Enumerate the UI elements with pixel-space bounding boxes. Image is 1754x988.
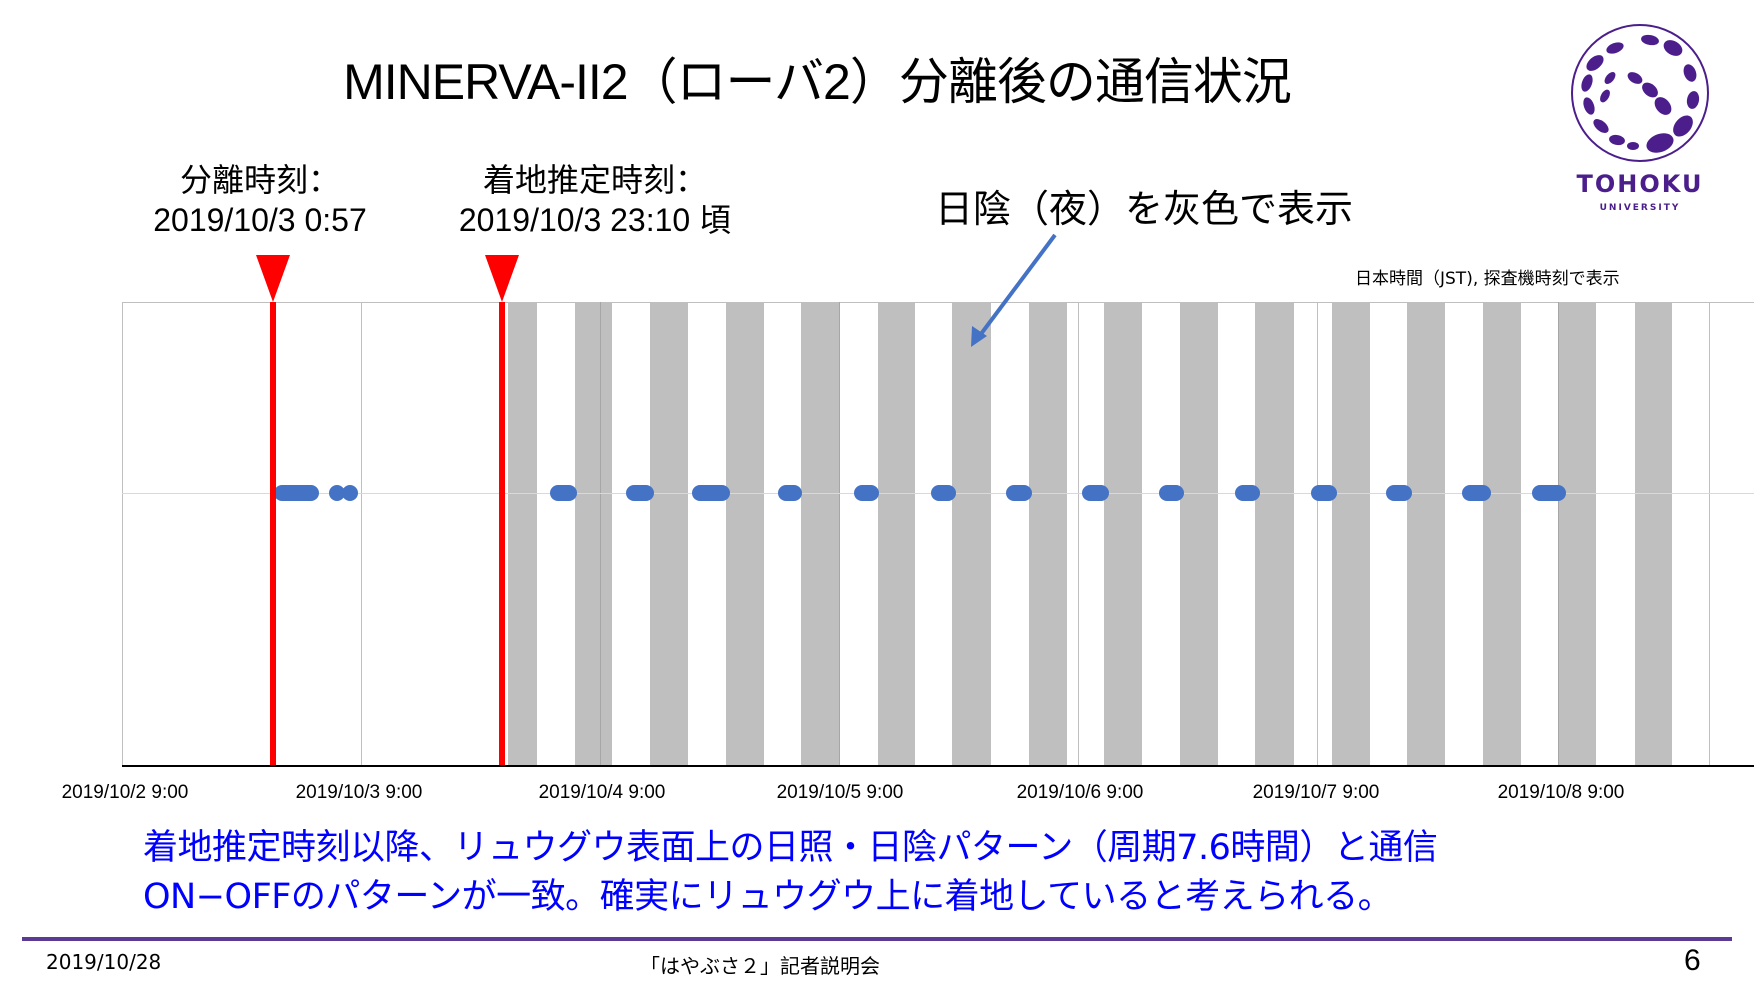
night-band <box>1180 303 1218 765</box>
timezone-note: 日本時間（JST), 探査機時刻で表示 <box>1355 269 1620 289</box>
gridline-vertical <box>600 302 601 766</box>
x-tick-label: 2019/10/4 9:00 <box>538 782 666 803</box>
separation-time: 2019/10/3 0:57 <box>153 202 367 238</box>
data-point-cluster <box>1462 485 1491 501</box>
night-band <box>1029 303 1067 765</box>
gridline-vertical <box>361 302 362 766</box>
gridline-vertical <box>839 302 840 766</box>
x-tick-label: 2019/10/2 9:00 <box>61 782 189 803</box>
night-band <box>726 303 764 765</box>
night-band <box>878 303 915 765</box>
night-band <box>650 303 688 765</box>
footer-event: 「はやぶさ２」記者説明会 <box>640 954 880 978</box>
night-band <box>1635 303 1672 765</box>
data-point-cluster <box>274 485 319 501</box>
data-point-cluster <box>550 485 577 501</box>
night-band <box>1104 303 1142 765</box>
data-point-cluster <box>1159 485 1184 501</box>
conclusion-text: 着地推定時刻以降、リュウグウ表面上の日照・日陰パターン（周期7.6時間）と通信 … <box>143 824 1438 922</box>
x-tick-label: 2019/10/3 9:00 <box>295 782 423 803</box>
footer-date: 2019/10/28 <box>46 950 162 974</box>
x-tick-label: 2019/10/6 9:00 <box>1016 782 1144 803</box>
data-point <box>342 485 358 501</box>
data-point-cluster <box>1532 485 1566 501</box>
page-number: 6 <box>1684 944 1701 977</box>
gridline-vertical <box>1317 302 1318 766</box>
night-legend-note: 日陰（夜）を灰色で表示 <box>935 187 1354 231</box>
data-point-cluster <box>1082 485 1109 501</box>
separation-marker-triangle <box>256 255 290 302</box>
gridline-vertical <box>1709 302 1710 766</box>
data-point-cluster <box>931 485 956 501</box>
conclusion-line-1: 着地推定時刻以降、リュウグウ表面上の日照・日陰パターン（周期7.6時間）と通信 <box>143 828 1438 868</box>
slide-title: MINERVA-II2（ローバ2）分離後の通信状況 <box>343 54 1292 110</box>
x-tick-label: 2019/10/8 9:00 <box>1497 782 1625 803</box>
data-point-cluster <box>1311 485 1337 501</box>
gridline-vertical <box>1558 302 1559 766</box>
plot-border <box>122 302 123 767</box>
landing-time: 2019/10/3 23:10 頃 <box>458 202 732 238</box>
data-point-cluster <box>692 485 730 501</box>
logo-text: TOHOKU <box>1576 170 1704 198</box>
separation-label: 分離時刻： <box>179 162 340 198</box>
landing-marker-triangle <box>485 255 519 302</box>
separation-annotation: 分離時刻： 2019/10/3 0:57 <box>130 160 390 240</box>
night-band <box>1558 303 1596 765</box>
x-tick-label: 2019/10/5 9:00 <box>776 782 904 803</box>
university-logo: TOHOKU UNIVERSITY <box>1555 18 1725 228</box>
data-point-cluster <box>1235 485 1260 501</box>
footer-divider <box>22 937 1732 941</box>
data-point-cluster <box>854 485 879 501</box>
data-point-cluster <box>626 485 654 501</box>
data-point-cluster <box>778 485 802 501</box>
night-band <box>1407 303 1445 765</box>
night-band <box>952 303 991 765</box>
night-band <box>1255 303 1294 765</box>
landing-annotation: 着地推定時刻： 2019/10/3 23:10 頃 <box>435 160 755 240</box>
separation-marker-line <box>270 302 276 767</box>
conclusion-line-2: ON−OFFのパターンが一致。確実にリュウグウ上に着地していると考えられる。 <box>143 877 1393 917</box>
night-band <box>575 303 612 765</box>
landing-marker-line <box>499 302 505 767</box>
x-axis <box>122 765 1754 767</box>
night-band <box>1332 303 1370 765</box>
data-point <box>329 485 345 501</box>
gridline-vertical <box>1078 302 1079 766</box>
night-band <box>801 303 840 765</box>
data-point-cluster <box>1386 485 1412 501</box>
night-band <box>1483 303 1521 765</box>
landing-label: 着地推定時刻： <box>482 162 707 198</box>
night-band <box>508 303 537 765</box>
logo-subtext: UNIVERSITY <box>1599 203 1681 213</box>
leaf-emblem-icon <box>1571 24 1709 162</box>
x-tick-label: 2019/10/7 9:00 <box>1252 782 1380 803</box>
plot-border <box>122 302 1754 303</box>
data-point-cluster <box>1006 485 1032 501</box>
